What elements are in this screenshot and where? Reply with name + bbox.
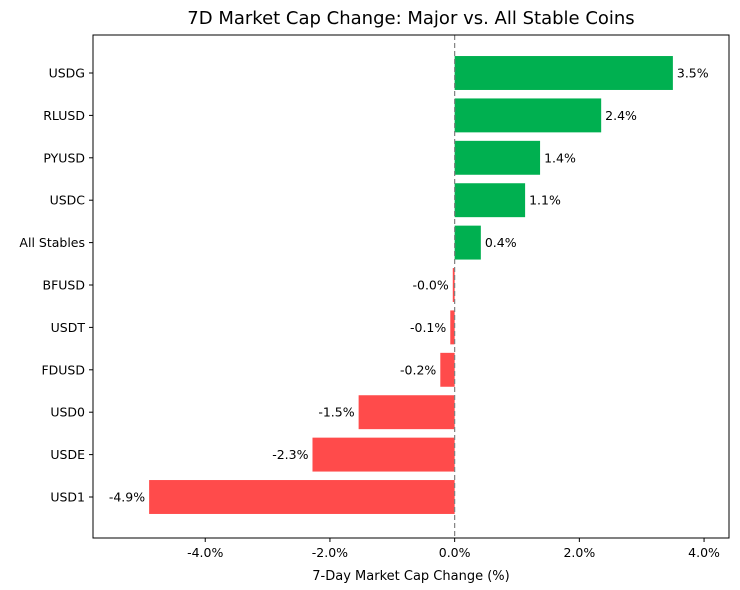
data-labels: 3.5% 2.4% 1.4% 1.1% 0.4% -0.0% -0.1% -0.2% -1.5%…: [109, 66, 709, 505]
bar: [312, 437, 455, 472]
bar: [454, 56, 673, 90]
data-label: -1.5%: [318, 405, 354, 420]
data-label: -4.9%: [109, 490, 145, 505]
bars: [149, 56, 673, 514]
data-label: 1.1%: [529, 193, 561, 208]
chart-title: 7D Market Cap Change: Major vs. All Stab…: [187, 8, 634, 29]
x-tick-label: -4.0%: [187, 545, 223, 560]
category-label: BFUSD: [43, 278, 85, 293]
category-label: USDT: [51, 320, 86, 335]
x-tick-label: 2.0%: [563, 545, 595, 560]
bar: [440, 352, 455, 387]
data-label: 2.4%: [605, 108, 637, 123]
bar: [454, 98, 602, 133]
category-label: USDG: [49, 66, 85, 81]
bar: [358, 395, 455, 430]
category-label: USDE: [50, 447, 85, 462]
bar: [452, 268, 455, 302]
bar: [454, 183, 526, 218]
data-label: -0.2%: [400, 362, 436, 377]
category-label: USD0: [50, 405, 85, 420]
x-tick-label: -2.0%: [312, 545, 348, 560]
bar: [450, 310, 455, 345]
category-axis-labels: USDG RLUSD PYUSD USDC All Stables BFUSD USDT FD…: [19, 66, 93, 505]
data-label: -2.3%: [272, 447, 308, 462]
category-label: All Stables: [19, 235, 85, 250]
category-label: PYUSD: [43, 150, 85, 165]
category-label: FDUSD: [41, 362, 85, 377]
x-tick-label: 4.0%: [688, 545, 720, 560]
x-tick-label: 0.0%: [439, 545, 471, 560]
plot-frame: [92, 34, 730, 539]
data-label: 3.5%: [677, 66, 709, 81]
data-label: -0.1%: [410, 320, 446, 335]
bar: [454, 140, 541, 175]
value-axis-ticks: -4.0% -2.0% 0.0% 2.0% 4.0%: [187, 538, 720, 560]
category-label: USD1: [50, 490, 85, 505]
data-label: 1.4%: [544, 150, 576, 165]
x-axis-label: 7-Day Market Cap Change (%): [312, 569, 509, 584]
bar: [454, 225, 481, 260]
data-label: -0.0%: [412, 278, 448, 293]
category-label: USDC: [50, 193, 86, 208]
category-label: RLUSD: [43, 108, 85, 123]
bar: [149, 480, 455, 514]
data-label: 0.4%: [485, 235, 517, 250]
